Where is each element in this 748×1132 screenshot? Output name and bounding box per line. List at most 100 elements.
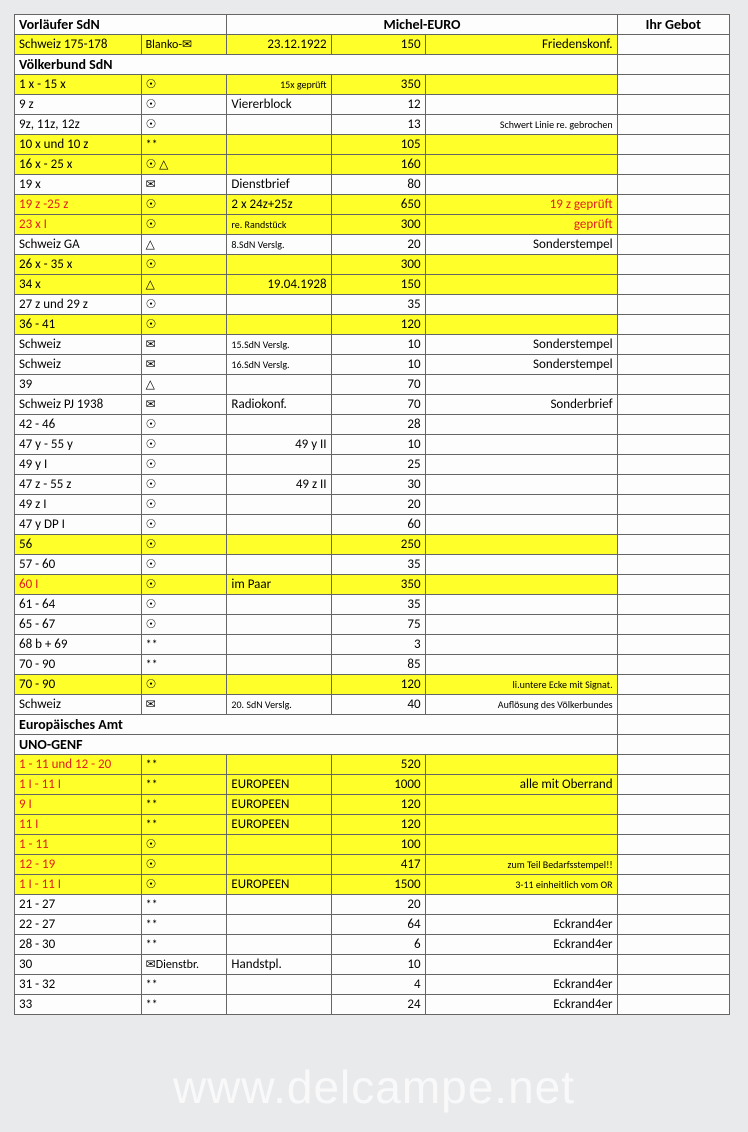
cell: 15x geprüft [227,75,331,95]
cell: Dienstbrief [227,175,331,195]
header-row: Vorläufer SdNMichel-EUROIhr Gebot [15,15,730,35]
cell [425,275,617,295]
cell [617,475,729,495]
cell: 10 [331,955,425,975]
cell: 150 [331,35,425,55]
cell: EUROPEEN [227,875,331,895]
cell: 160 [331,155,425,175]
data-row: 11 I**EUROPEEN120 [15,815,730,835]
cell: 26 x - 35 x [15,255,142,275]
cell [617,115,729,135]
cell [425,955,617,975]
cell: 30 [15,955,142,975]
cell: alle mit Oberrand [425,775,617,795]
data-row: 1 - 11☉ 100 [15,835,730,855]
cell: 3-11 einheitlich vom OR [425,875,617,895]
cell [617,495,729,515]
data-row: 21 - 27**20 [15,895,730,915]
cell: ☉ [141,115,227,135]
data-row: 31 - 32**4Eckrand4er [15,975,730,995]
section-header: Vorläufer SdN [15,15,227,35]
data-row: 47 z - 55 z☉49 z II30 [15,475,730,495]
data-row: 47 y - 55 y☉49 y II10 [15,435,730,455]
data-row: 70 - 90**85 [15,655,730,675]
cell [425,75,617,95]
cell [425,635,617,655]
cell: ☉ [141,875,227,895]
cell: Europäisches Amt [15,715,618,735]
cell: 22 - 27 [15,915,142,935]
data-row: 60 I☉im Paar350 [15,575,730,595]
cell: 33 [15,995,142,1015]
cell: ☉ [141,575,227,595]
cell: ✉ [141,355,227,375]
cell: ** [141,895,227,915]
data-row: 65 - 67☉75 [15,615,730,635]
cell: 1 x - 15 x [15,75,142,95]
cell: ** [141,795,227,815]
cell: 35 [331,595,425,615]
cell: Schwert Linie re. gebrochen [425,115,617,135]
cell: Sonderstempel [425,235,617,255]
cell: 23.12.1922 [227,35,331,55]
cell: 16.SdN Verslg. [227,355,331,375]
cell: △ [141,375,227,395]
cell: ** [141,135,227,155]
cell [425,555,617,575]
cell: 25 [331,455,425,475]
cell: 250 [331,535,425,555]
cell: 12 [331,95,425,115]
cell [227,555,331,575]
cell: 19 z geprüft [425,195,617,215]
cell: 20 [331,235,425,255]
cell: ** [141,815,227,835]
data-row: 9z, 11z, 12z☉13Schwert Linie re. gebroch… [15,115,730,135]
cell: ☉ [141,835,227,855]
cell [617,95,729,115]
cell: 23 x I [15,215,142,235]
cell [227,315,331,335]
cell: 57 - 60 [15,555,142,575]
cell [227,535,331,555]
cell [425,575,617,595]
cell: 61 - 64 [15,595,142,615]
cell: 1 - 11 [15,835,142,855]
cell: 100 [331,835,425,855]
cell: ☉ [141,95,227,115]
cell: 85 [331,655,425,675]
cell: ✉ [141,695,227,715]
data-row: 47 y DP I☉60 [15,515,730,535]
cell: ☉ [141,215,227,235]
cell: 42 - 46 [15,415,142,435]
cell: 150 [331,275,425,295]
gebot-header: Ihr Gebot [617,15,729,35]
michel-header: Michel-EURO [227,15,617,35]
cell [617,695,729,715]
cell: 36 - 41 [15,315,142,335]
cell: 31 - 32 [15,975,142,995]
data-row: 1 I - 11 I**EUROPEEN1000alle mit Oberran… [15,775,730,795]
cell: ** [141,975,227,995]
cell [617,895,729,915]
cell [617,195,729,215]
section-row: UNO-GENF [15,735,730,755]
data-row: 57 - 60☉35 [15,555,730,575]
cell [617,355,729,375]
cell [227,935,331,955]
cell [227,515,331,535]
cell: 47 y DP I [15,515,142,535]
cell: 2 x 24z+25z [227,195,331,215]
cell [617,295,729,315]
data-row: 1 x - 15 x☉15x geprüft350 [15,75,730,95]
cell: 13 [331,115,425,135]
cell: ** [141,775,227,795]
section-row: Völkerbund SdN [15,55,730,75]
cell [617,635,729,655]
cell [425,155,617,175]
cell: 19 z -25 z [15,195,142,215]
cell: UNO-GENF [15,735,618,755]
cell: 49 z I [15,495,142,515]
cell: ☉ [141,675,227,695]
cell [617,835,729,855]
cell: 39 [15,375,142,395]
